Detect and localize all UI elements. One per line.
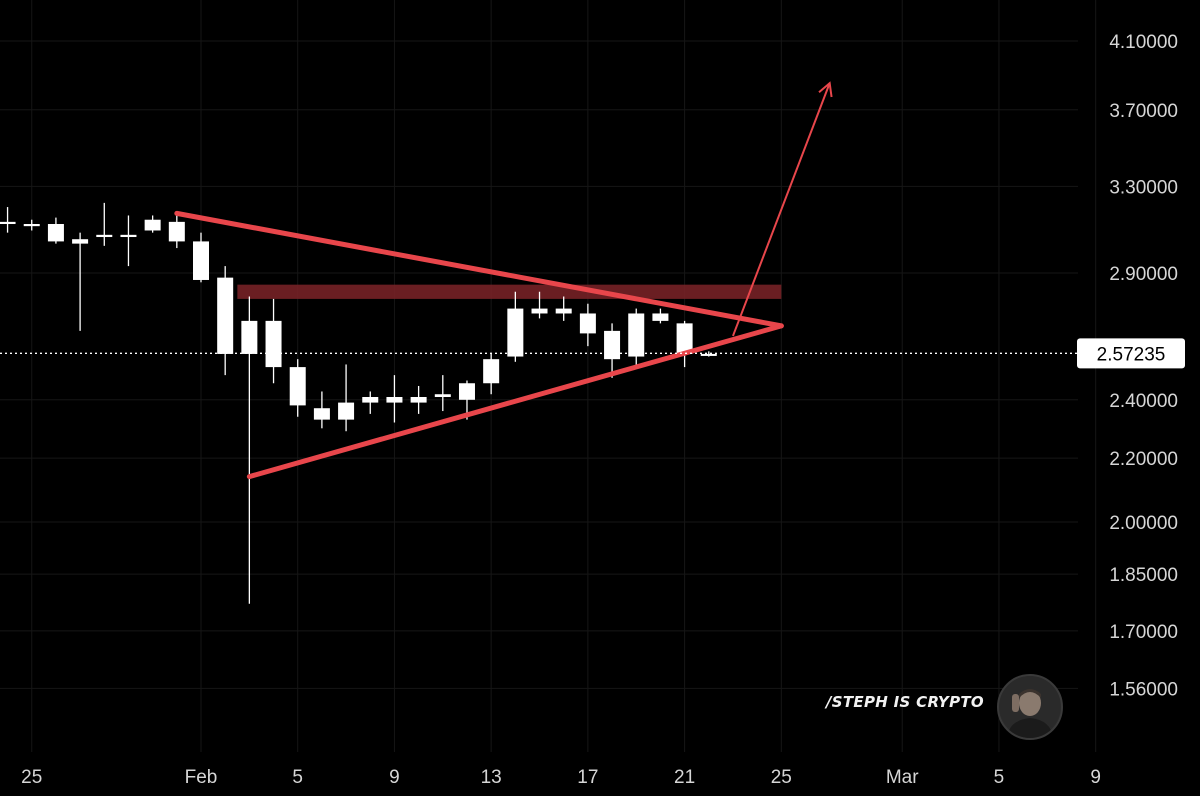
candle-body [652, 313, 669, 321]
candle-body [313, 408, 330, 420]
last-price-label: 2.57235 [1097, 344, 1166, 365]
last-price-layer: 2.57235 [1077, 338, 1185, 369]
price-tick-label: 3.30000 [1109, 177, 1178, 198]
price-tick-label: 3.70000 [1109, 101, 1178, 122]
candle-body [144, 219, 161, 231]
candle-body [386, 397, 403, 403]
candle-body [96, 234, 113, 238]
candle-body [676, 323, 693, 354]
candle-body [700, 353, 717, 356]
triangle-lower-line [246, 323, 784, 480]
candle-body [120, 234, 137, 238]
price-axis[interactable]: 4.10000 3.70000 3.30000 2.90000 2.40000 2.200… [1109, 32, 1178, 700]
candle-body [434, 394, 451, 398]
time-tick-label: 25 [21, 767, 42, 788]
candle-body [507, 308, 524, 357]
time-tick-label: Mar [886, 767, 919, 788]
candle-body [410, 397, 427, 403]
candle-body [604, 330, 621, 360]
price-tick-label: 1.56000 [1109, 679, 1178, 700]
price-tick-label: 2.00000 [1109, 513, 1178, 534]
price-tick-label: 2.40000 [1109, 391, 1178, 412]
candle-body [338, 402, 355, 420]
avatar-image [997, 674, 1063, 740]
candle-body [23, 224, 40, 227]
drawings-layer [0, 81, 1078, 480]
price-tick-label: 1.85000 [1109, 565, 1178, 586]
breakout-arrow-head [818, 81, 833, 98]
candle-body [47, 224, 64, 242]
price-tick-label: 2.20000 [1109, 449, 1178, 470]
candle-body [289, 367, 306, 406]
candle-body [531, 308, 548, 314]
time-tick-label: 9 [389, 767, 400, 788]
candle-body [241, 320, 258, 354]
candle-body [628, 313, 645, 357]
time-tick-label: 21 [674, 767, 695, 788]
candle-body [72, 239, 89, 244]
price-tick-label: 1.70000 [1109, 622, 1178, 643]
time-tick-label: 17 [577, 767, 598, 788]
watermark-text: /STEPH IS CRYPTO [826, 693, 984, 711]
candle-body [483, 359, 500, 384]
time-tick-label: 9 [1090, 767, 1101, 788]
last-price-tag [1077, 338, 1185, 369]
candle-body [362, 397, 379, 403]
candle-body [217, 277, 234, 354]
time-tick-label: 5 [994, 767, 1005, 788]
candle-body [579, 313, 596, 334]
time-tick-label: Feb [185, 767, 218, 788]
candle-body [193, 241, 209, 280]
time-tick-label: 13 [481, 767, 502, 788]
candles-layer [0, 202, 717, 604]
resistance-zone [237, 284, 782, 299]
time-tick-label: 5 [292, 767, 303, 788]
price-tick-label: 2.90000 [1109, 264, 1178, 285]
triangle-upper-line [174, 210, 784, 329]
price-tick-label: 4.10000 [1109, 32, 1178, 53]
candle-body [555, 308, 572, 314]
candle-body [168, 221, 185, 242]
time-tick-label: 25 [771, 767, 792, 788]
resistance-zone-layer [237, 284, 782, 299]
candle-body [265, 320, 282, 368]
breakout-arrow-shaft [732, 82, 831, 337]
candle-body [0, 221, 16, 225]
time-axis[interactable]: 25 Feb 5 9 13 17 21 25 Mar 5 9 [21, 767, 1101, 788]
candle-body [458, 383, 475, 400]
